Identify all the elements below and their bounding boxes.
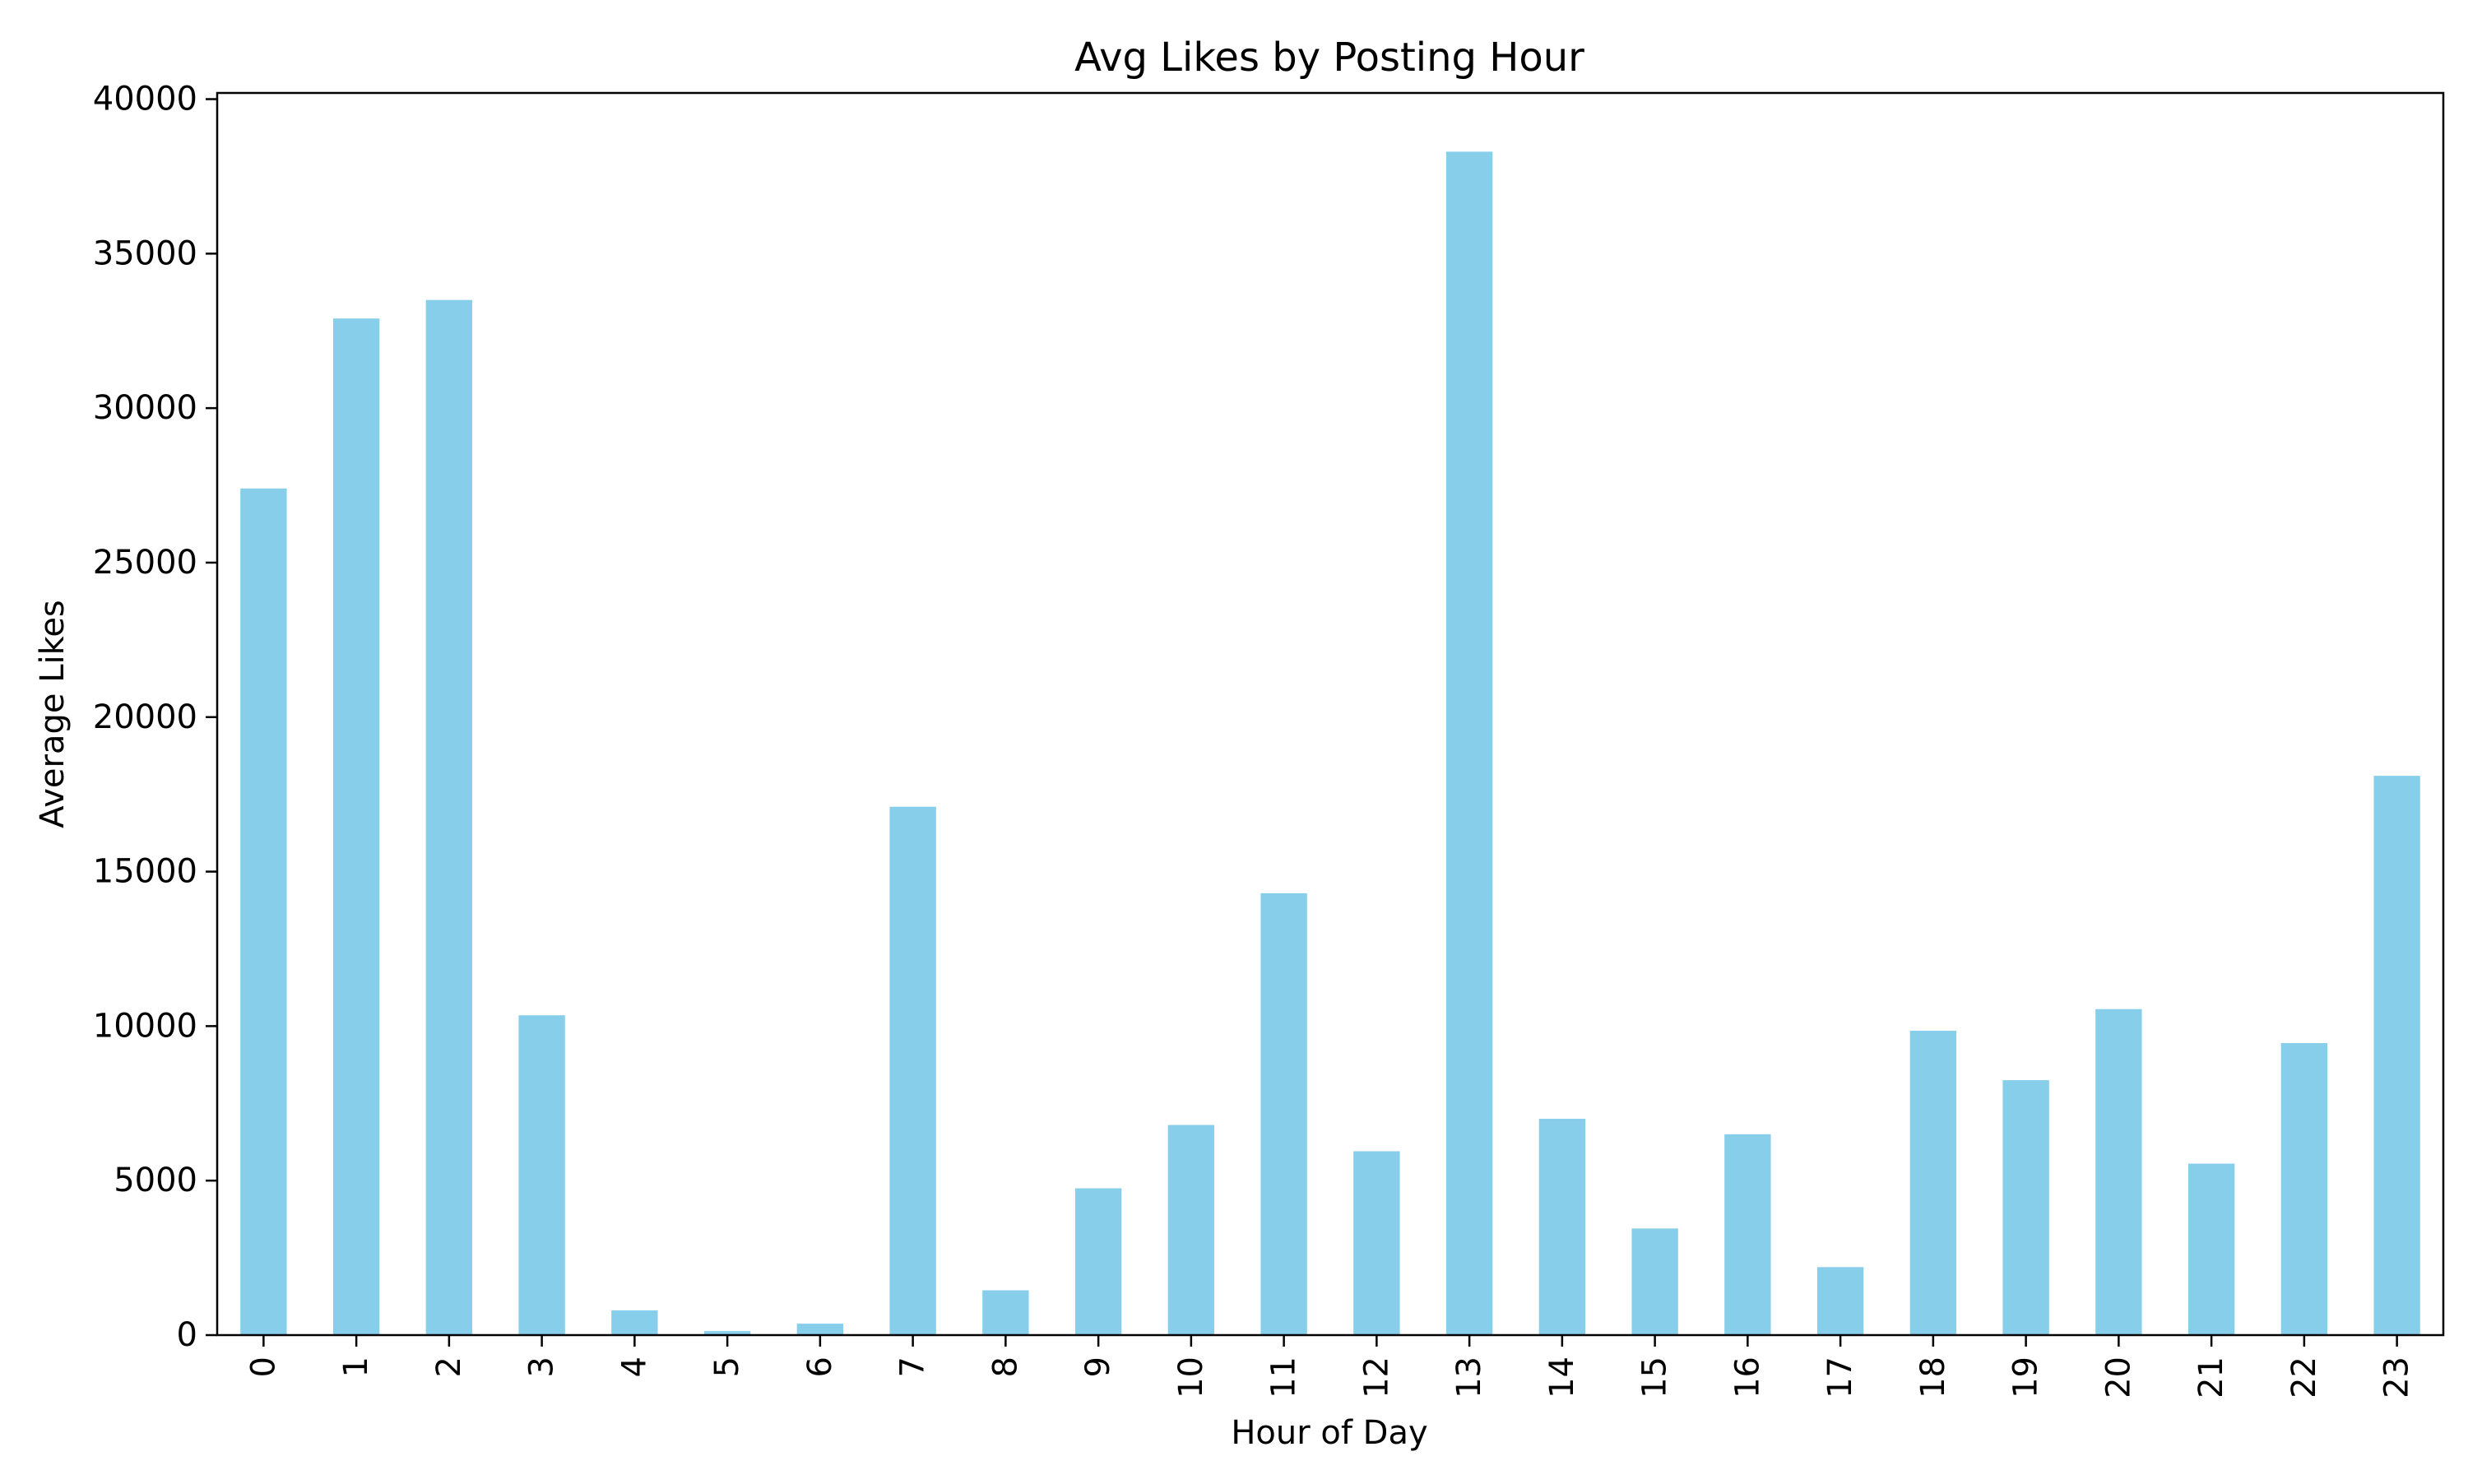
bar-hour-15 — [1631, 1228, 1678, 1335]
x-tick-label: 17 — [1821, 1356, 1859, 1398]
bars-layer — [240, 151, 2420, 1336]
y-axis-label: Average Likes — [34, 600, 72, 828]
bar-hour-23 — [2373, 776, 2420, 1335]
bar-hour-22 — [2280, 1043, 2328, 1335]
y-tick-label: 30000 — [93, 389, 197, 427]
x-tick-label: 15 — [1636, 1356, 1674, 1398]
y-tick-label: 10000 — [93, 1007, 197, 1045]
y-tick-label: 35000 — [93, 234, 197, 272]
bar-hour-2 — [425, 299, 473, 1336]
x-tick-label: 13 — [1450, 1356, 1488, 1398]
bar-hour-4 — [611, 1310, 658, 1335]
x-tick-label: 7 — [894, 1356, 932, 1377]
x-tick-label: 16 — [1728, 1356, 1766, 1398]
x-tick-label: 6 — [801, 1356, 839, 1377]
bar-hour-19 — [2002, 1080, 2049, 1335]
x-tick-label: 18 — [1914, 1356, 1952, 1398]
x-tick-label: 2 — [430, 1356, 468, 1377]
x-tick-label: 23 — [2378, 1356, 2416, 1398]
bar-hour-14 — [1538, 1119, 1586, 1335]
x-tick-label: 10 — [1172, 1356, 1210, 1398]
x-tick-label: 22 — [2285, 1356, 2323, 1398]
x-axis: 0 1 2 3 4 5 6 7 8 9 10 11 12 13 14 15 16 17 18 19 20 21 22 23 — [244, 1335, 2416, 1398]
bar-hour-18 — [1909, 1031, 1957, 1335]
y-tick-label: 5000 — [114, 1162, 197, 1199]
y-tick-label: 0 — [177, 1316, 197, 1354]
y-tick-label: 20000 — [93, 698, 197, 736]
chart-title: Avg Likes by Posting Hour — [1074, 35, 1584, 81]
bar-hour-3 — [518, 1015, 565, 1335]
y-tick-label: 40000 — [93, 81, 197, 118]
bar-hour-10 — [1167, 1125, 1215, 1335]
bar-hour-5 — [703, 1331, 751, 1335]
x-tick-label: 3 — [523, 1356, 561, 1377]
bar-hour-16 — [1724, 1134, 1771, 1335]
bar-hour-1 — [332, 318, 380, 1335]
x-tick-label: 5 — [708, 1356, 746, 1377]
x-tick-label: 4 — [615, 1356, 653, 1377]
x-tick-label: 11 — [1265, 1356, 1303, 1398]
bar-hour-0 — [240, 488, 287, 1335]
bar-hour-7 — [889, 806, 936, 1335]
bar-hour-6 — [796, 1324, 844, 1335]
bar-hour-9 — [1074, 1188, 1122, 1335]
x-tick-label: 12 — [1357, 1356, 1395, 1398]
bar-hour-21 — [2187, 1163, 2235, 1335]
bar-hour-17 — [1816, 1267, 1864, 1335]
x-tick-label: 8 — [986, 1356, 1024, 1377]
x-tick-label: 1 — [337, 1356, 375, 1377]
y-axis: 0 5000 10000 15000 20000 25000 30000 35000 40000 — [93, 81, 217, 1354]
x-tick-label: 14 — [1543, 1356, 1581, 1398]
x-tick-label: 19 — [2007, 1356, 2045, 1398]
bar-hour-11 — [1260, 893, 1307, 1335]
bar-hour-12 — [1353, 1151, 1400, 1335]
bar-hour-8 — [982, 1290, 1029, 1335]
y-tick-label: 25000 — [93, 544, 197, 582]
x-tick-label: 9 — [1079, 1356, 1117, 1377]
x-tick-label: 21 — [2192, 1356, 2230, 1398]
bar-hour-20 — [2095, 1009, 2142, 1335]
x-tick-label: 20 — [2099, 1356, 2137, 1398]
y-tick-label: 15000 — [93, 853, 197, 891]
x-tick-label: 0 — [244, 1356, 282, 1377]
plot-frame — [216, 91, 2445, 1337]
bar-hour-13 — [1445, 151, 1493, 1335]
x-axis-label: Hour of Day — [1231, 1414, 1427, 1452]
